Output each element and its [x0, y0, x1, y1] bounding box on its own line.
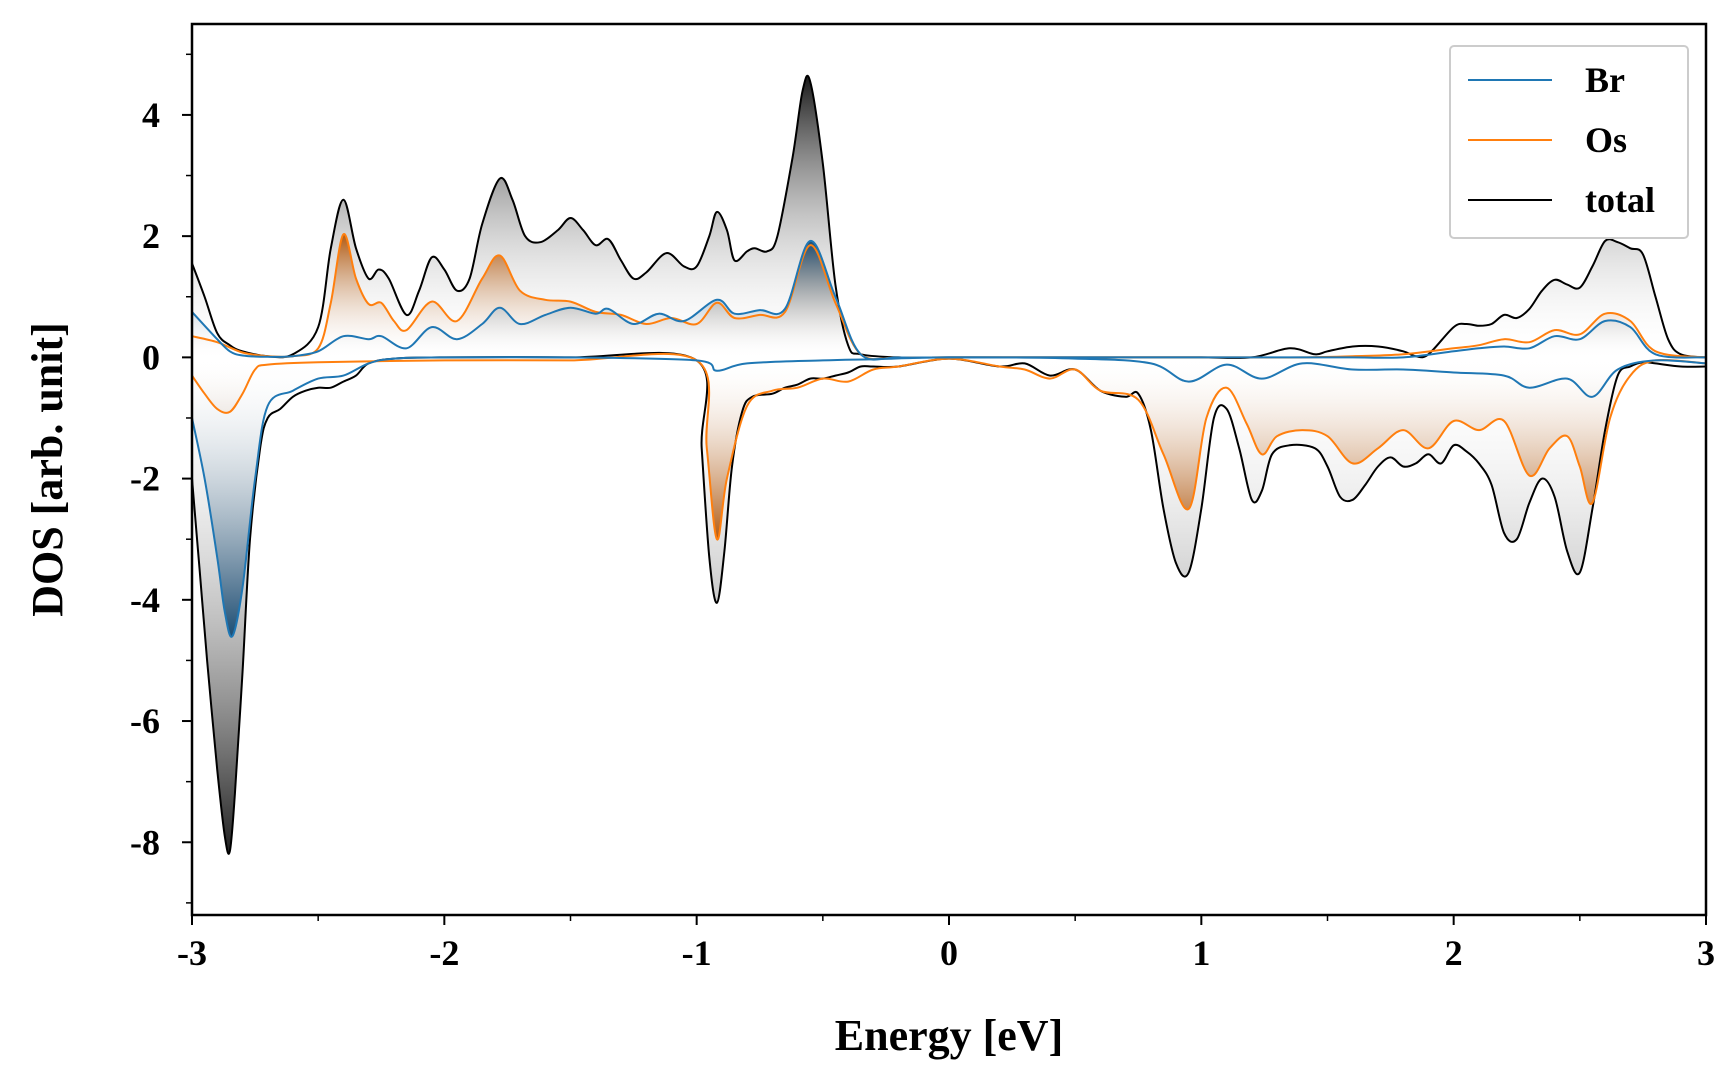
- legend-total-label: total: [1585, 180, 1655, 220]
- legend-box: [1449, 45, 1689, 239]
- y-tick-label: -4: [130, 580, 160, 620]
- x-tick-label: 2: [1445, 933, 1463, 973]
- legend-os-label: Os: [1585, 120, 1627, 160]
- legend[interactable]: Br Os total: [1449, 45, 1689, 239]
- br-down-line: [191, 356, 1707, 638]
- x-tick-label: -1: [682, 933, 712, 973]
- x-tick-label: 1: [1192, 933, 1210, 973]
- y-tick-label: -8: [130, 822, 160, 862]
- x-tick-label: -3: [177, 933, 207, 973]
- x-tick-label: 0: [940, 933, 958, 973]
- y-tick-label: 2: [142, 216, 160, 256]
- fill-areas: [192, 75, 1706, 854]
- total-down-line: [191, 351, 1707, 855]
- y-tick-label: 4: [142, 95, 160, 135]
- y-tick-label: -6: [130, 701, 160, 741]
- y-tick-label: 0: [142, 337, 160, 377]
- x-tick-label: -2: [429, 933, 459, 973]
- axis-ticks: -3 -2 -1 0 1 2 3 -8 -6 -4 -2 0 2 4: [130, 53, 1715, 973]
- legend-br-label: Br: [1585, 60, 1625, 100]
- total-up-line: [191, 74, 1707, 360]
- br-up-line: [191, 240, 1707, 361]
- y-tick-label: -2: [130, 459, 160, 499]
- br-up-fill: [192, 240, 1706, 360]
- os-down-fill: [192, 353, 1706, 540]
- y-axis-label: DOS [arb. unit]: [23, 322, 72, 617]
- series-lines: [191, 74, 1707, 855]
- os-down-line: [191, 352, 1707, 541]
- total-up-fill: [192, 75, 1706, 359]
- os-up-line: [191, 233, 1707, 361]
- x-tick-label: 3: [1697, 933, 1715, 973]
- x-axis-label: Energy [eV]: [835, 1011, 1064, 1060]
